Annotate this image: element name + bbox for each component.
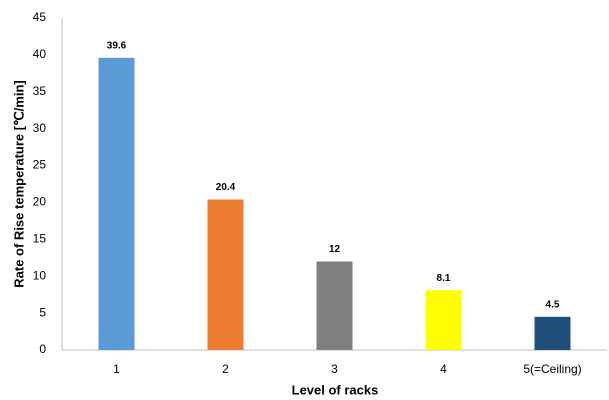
y-tick-label: 0 [39,342,46,356]
y-tick-label: 40 [33,47,47,61]
x-axis-label: Level of racks [292,382,379,397]
y-tick-label: 15 [33,232,47,246]
value-label: 20.4 [216,182,236,193]
y-tick-label: 30 [33,121,47,135]
y-tick-label: 10 [33,268,47,282]
y-tick-label: 20 [33,195,47,209]
x-tick-label: 3 [331,362,338,376]
y-tick-label: 35 [33,84,47,98]
bar [425,290,462,350]
y-axis-label: Rate of Rise temperature [℃/min] [11,80,26,287]
value-label: 4.5 [546,299,560,310]
y-tick-label: 5 [39,305,46,319]
value-label: 39.6 [107,40,127,51]
value-label: 12 [329,244,341,255]
x-tick-label: 5(=Ceiling) [523,362,581,376]
bar [98,57,135,351]
bar [534,316,571,350]
y-tick-label: 25 [33,158,47,172]
bar [207,199,244,350]
x-tick-label: 4 [440,362,447,376]
y-tick-label: 45 [33,10,47,24]
bar [316,261,353,350]
value-label: 8.1 [437,273,451,284]
x-tick-label: 1 [113,362,120,376]
x-tick-label: 2 [222,362,229,376]
